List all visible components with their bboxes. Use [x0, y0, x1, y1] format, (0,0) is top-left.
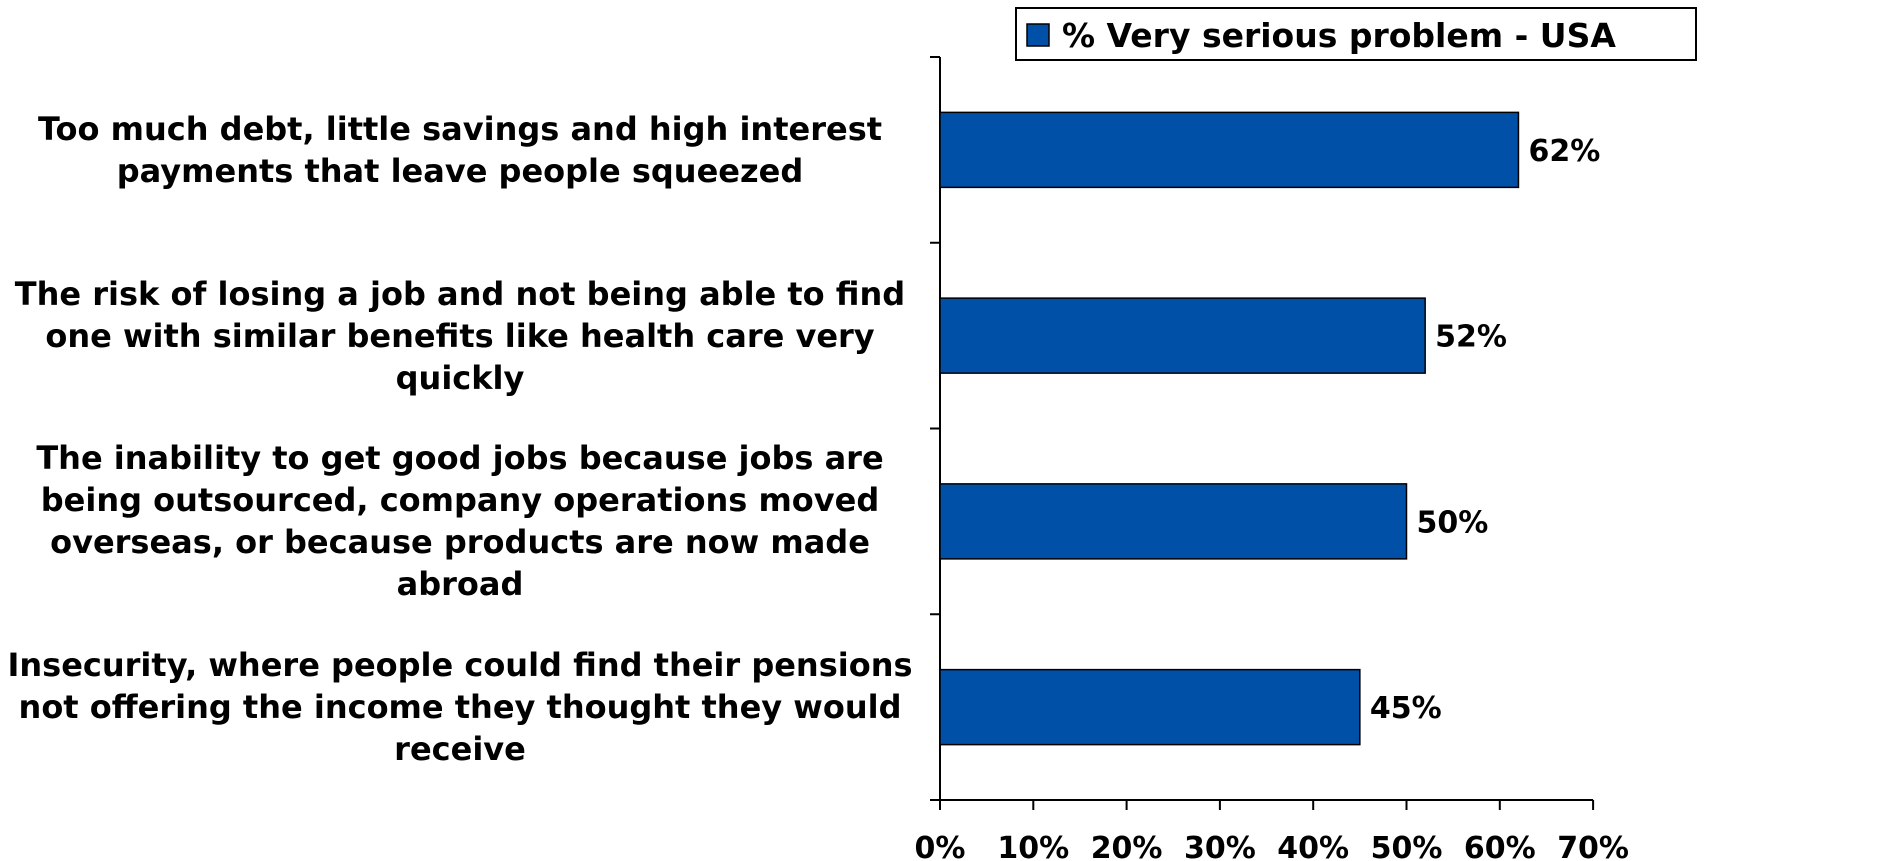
bar[interactable]	[939, 483, 1408, 560]
category-label: Insecurity, where people could find thei…	[0, 614, 920, 800]
x-tick-label: 50%	[1371, 831, 1443, 861]
category-label-text: The inability to get good jobs because j…	[36, 439, 884, 604]
data-label: 50%	[1417, 505, 1489, 540]
x-tick-label: 40%	[1277, 831, 1349, 861]
x-tick-label: 30%	[1184, 831, 1256, 861]
data-label: 62%	[1528, 134, 1600, 169]
data-label: 45%	[1370, 691, 1442, 726]
legend-swatch	[1026, 23, 1050, 47]
x-tick-label: 60%	[1464, 831, 1536, 861]
category-label: Too much debt, little savings and high i…	[0, 57, 920, 243]
x-tick-label: 10%	[997, 831, 1069, 861]
category-label-text: Insecurity, where people could find thei…	[7, 646, 913, 769]
legend-box	[1015, 7, 1697, 61]
x-tick-label: 70%	[1557, 831, 1629, 861]
category-label: The risk of losing a job and not being a…	[0, 243, 920, 429]
bar[interactable]	[939, 668, 1361, 746]
x-tick-label: 0%	[915, 831, 966, 861]
x-tick-label: 20%	[1091, 831, 1163, 861]
category-label-text: Too much debt, little savings and high i…	[37, 109, 883, 190]
bar[interactable]	[939, 111, 1520, 189]
data-label: 52%	[1435, 320, 1507, 355]
category-label-text: The risk of losing a job and not being a…	[14, 274, 906, 397]
legend-label: % Very serious problem - USA	[1062, 16, 1616, 55]
bar[interactable]	[939, 297, 1426, 374]
category-label: The inability to get good jobs because j…	[0, 429, 920, 615]
